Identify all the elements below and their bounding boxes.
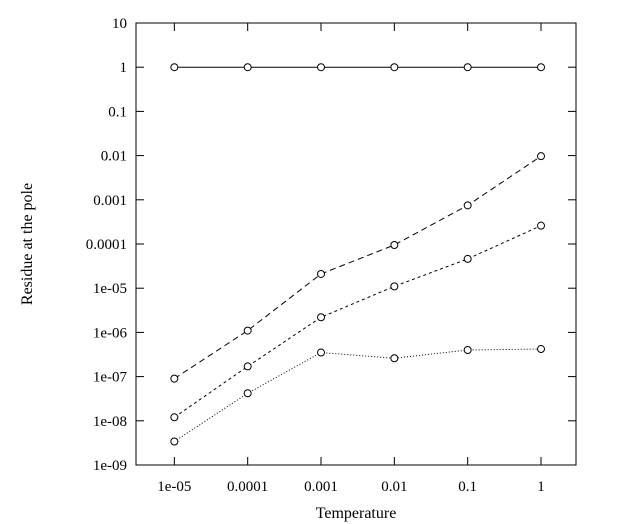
series-4-point <box>463 345 472 354</box>
series-line-3 <box>174 225 542 418</box>
x-tick-label: 0.01 <box>381 479 407 495</box>
ticks-layer: 1e-09 1e-08 1e-07 1e-06 1e-05 0.0001 0.001 0.01… <box>86 16 576 495</box>
series-3-point <box>463 254 472 263</box>
series-2-point <box>390 240 399 249</box>
y-tick-label: 0.001 <box>93 193 127 209</box>
plot-frame <box>135 22 577 466</box>
series-4-point <box>170 437 179 446</box>
y-tick-label: 1e-06 <box>93 325 128 341</box>
series-1-point <box>317 63 326 72</box>
series-4-point <box>537 345 546 354</box>
y-tick-label: 10 <box>112 16 127 32</box>
series-2-point <box>463 201 472 210</box>
y-tick-label: 1e-08 <box>93 414 127 430</box>
y-tick-label: 1e-09 <box>93 458 127 474</box>
series-2-point <box>317 269 326 278</box>
series-2-point <box>537 152 546 161</box>
series-3-point <box>537 221 546 230</box>
x-tick-label: 0.1 <box>458 479 477 495</box>
y-axis-label: Residue at the pole <box>19 183 36 305</box>
x-tick-label: 0.001 <box>304 479 338 495</box>
y-tick-label: 0.1 <box>108 104 127 120</box>
series-1-point <box>463 63 472 72</box>
y-tick-label: 0.0001 <box>86 237 127 253</box>
y-tick-label: 1e-05 <box>93 281 127 297</box>
series-line-4 <box>174 348 542 442</box>
series-layer <box>170 63 546 446</box>
series-2-point <box>243 326 252 335</box>
series-3-point <box>317 313 326 322</box>
y-tick-label: 0.01 <box>101 149 127 165</box>
series-1-point <box>537 63 546 72</box>
series-1-point <box>390 63 399 72</box>
x-tick-label: 1 <box>537 479 545 495</box>
x-tick-label: 1e-05 <box>157 479 191 495</box>
series-4-point <box>317 348 326 357</box>
y-tick-label: 1 <box>120 60 128 76</box>
series-3-point <box>243 362 252 371</box>
series-4-point <box>390 354 399 363</box>
series-3-point <box>390 282 399 291</box>
x-tick-label: 0.0001 <box>227 479 268 495</box>
series-2-point <box>170 374 179 383</box>
x-axis-label: Temperature <box>316 505 397 522</box>
series-3-point <box>170 413 179 422</box>
series-1-point <box>243 63 252 72</box>
series-1-point <box>170 63 179 72</box>
series-4-point <box>243 389 252 398</box>
y-tick-label: 1e-07 <box>93 370 128 386</box>
series-line-2 <box>174 155 542 380</box>
